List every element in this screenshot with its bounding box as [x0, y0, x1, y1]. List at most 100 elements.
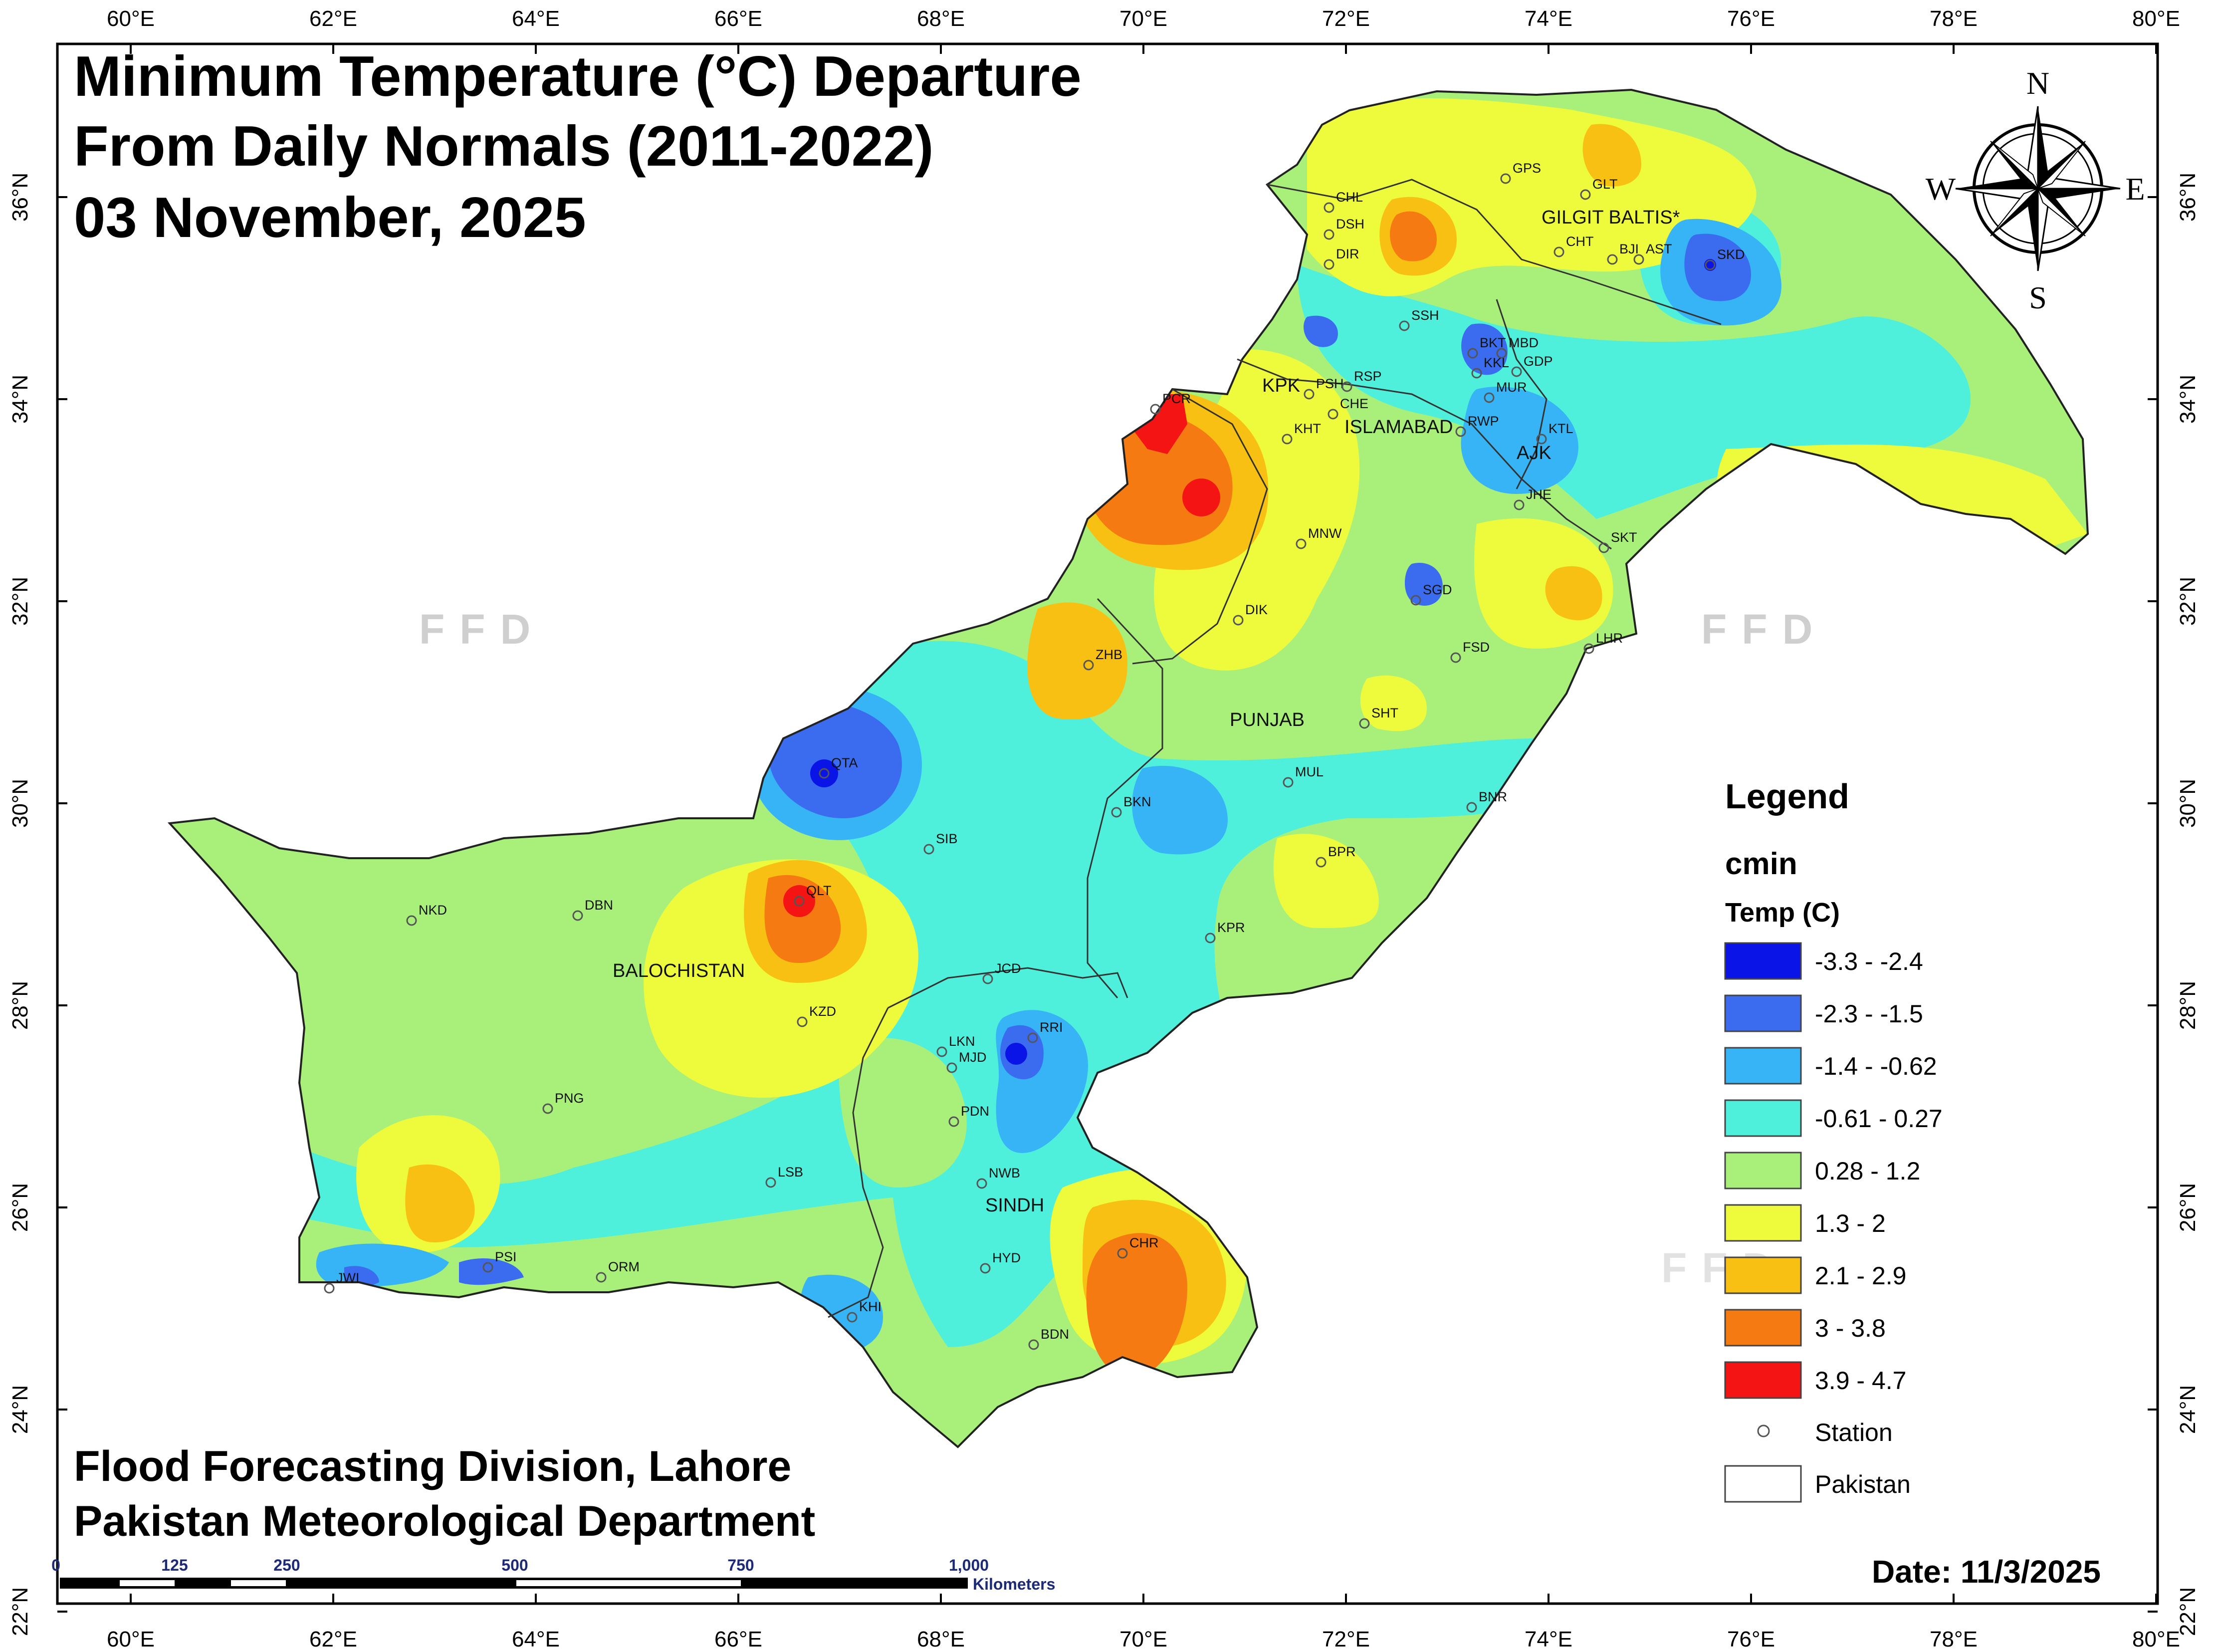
station-marker	[482, 1262, 493, 1273]
station-marker	[1410, 595, 1421, 606]
lon-label-top: 60°E	[107, 6, 155, 31]
lon-label-bottom: 62°E	[309, 1627, 357, 1652]
region-label-islamabad: ISLAMABAD	[1344, 417, 1453, 438]
graticule-ticks	[57, 44, 2158, 1613]
station-marker	[1150, 404, 1161, 415]
station-label: KZD	[809, 1004, 836, 1019]
station-label: SGD	[1423, 582, 1452, 597]
station-label: MBD	[1509, 335, 1539, 350]
lat-label-right: 28°N	[2176, 981, 2200, 1030]
station-marker	[847, 1312, 858, 1323]
station-marker	[1205, 933, 1216, 944]
pakistan-outline	[167, 88, 2089, 1448]
station-label: GLT	[1592, 177, 1618, 192]
station-marker	[1455, 426, 1466, 437]
legend-class-label: 1.3 - 2	[1815, 1209, 1886, 1237]
station-marker	[1580, 189, 1591, 200]
station-label: SHT	[1371, 706, 1398, 720]
legend-pakistan-label: Pakistan	[1815, 1470, 1911, 1498]
station-marker	[324, 1283, 335, 1294]
station-label: KPR	[1217, 920, 1245, 935]
station-marker	[1282, 434, 1293, 445]
station-label: KHT	[1294, 421, 1321, 436]
lon-label-bottom: 80°E	[2132, 1627, 2180, 1652]
watermark-left: FFD	[419, 606, 545, 653]
region-label-ajk: AJK	[1517, 443, 1551, 464]
lat-label-right: 36°N	[2176, 173, 2200, 222]
station-marker	[936, 1046, 947, 1057]
station-marker	[542, 1103, 553, 1114]
station-marker	[1341, 381, 1352, 392]
station-marker	[1450, 652, 1461, 663]
station-label: PSI	[495, 1249, 517, 1264]
station-label: QTA	[831, 755, 858, 770]
legend-swatch	[1724, 1099, 1802, 1137]
station-marker	[1304, 389, 1315, 400]
station-label: DIR	[1336, 246, 1359, 261]
lon-label-bottom: 70°E	[1119, 1627, 1167, 1652]
station-label: CHT	[1566, 234, 1594, 249]
station-marker	[1598, 542, 1609, 553]
lon-label-top: 74°E	[1525, 6, 1572, 31]
station-marker	[1399, 320, 1410, 331]
station-label: KTL	[1549, 421, 1573, 436]
lon-label-bottom: 72°E	[1322, 1627, 1370, 1652]
map-title-line2: From Daily Normals (2011-2022)	[74, 115, 933, 178]
legend-class-label: 3.9 - 4.7	[1815, 1367, 1906, 1395]
lon-label-top: 64°E	[512, 6, 560, 31]
lat-label-right: 34°N	[2176, 375, 2200, 424]
station-label: KHI	[859, 1299, 882, 1314]
region-label-kpk: KPK	[1262, 375, 1300, 396]
station-marker	[1283, 777, 1294, 788]
compass-west: W	[1926, 171, 1956, 207]
station-marker	[980, 1263, 991, 1274]
station-label: LSB	[778, 1165, 803, 1180]
station-marker	[596, 1272, 607, 1283]
footer-org-line2: Pakistan Meteorological Department	[74, 1497, 815, 1545]
station-marker	[1117, 1248, 1128, 1259]
legend: Legend cmin Temp (C) -3.3 - -2.4 -2.3 - -…	[1724, 777, 1943, 1503]
map-title-line1: Minimum Temperature (°C) Departure	[74, 45, 1082, 108]
station-label: RSP	[1354, 369, 1382, 384]
station-marker	[1536, 434, 1547, 445]
station-label: CHE	[1340, 396, 1368, 411]
station-label: MUR	[1496, 380, 1527, 395]
station-marker	[794, 896, 805, 907]
legend-swatch	[1724, 1152, 1802, 1189]
legend-swatch	[1724, 942, 1802, 980]
lon-label-top: 78°E	[1930, 6, 1978, 31]
station-marker	[976, 1178, 987, 1189]
station-label: AST	[1646, 241, 1672, 256]
lon-label-top: 72°E	[1322, 6, 1370, 31]
station-marker	[948, 1116, 959, 1127]
region-label-gilgit-baltistan: GILGIT BALTIS*	[1542, 207, 1680, 228]
scale-tick-0: 0	[51, 1556, 60, 1574]
lon-label-bottom: 76°E	[1727, 1627, 1775, 1652]
legend-title: Legend	[1725, 777, 1849, 816]
station-marker	[1553, 246, 1564, 257]
station-label: SIB	[936, 831, 958, 846]
station-label: HYD	[992, 1250, 1021, 1265]
map-title-line3: 03 November, 2025	[74, 186, 586, 249]
station-marker	[1324, 259, 1334, 270]
legend-station-label: Station	[1815, 1418, 1893, 1446]
station-label: NKD	[419, 903, 447, 918]
station-marker	[1111, 807, 1122, 818]
station-label: GPS	[1513, 161, 1541, 176]
region-label-balochistan: BALOCHISTAN	[613, 960, 745, 981]
station-marker	[1233, 615, 1244, 626]
station-label: BPR	[1328, 844, 1356, 859]
scale-tick-500: 500	[501, 1556, 528, 1574]
station-marker	[946, 1062, 957, 1073]
station-label: JWI	[336, 1270, 360, 1285]
station-marker	[1316, 857, 1327, 868]
legend-class-label: -0.61 - 0.27	[1815, 1105, 1943, 1133]
lat-label-left: 26°N	[8, 1183, 32, 1232]
scale-bar: 0 125 250 500 750 1,000 Kilometers	[51, 1556, 1055, 1593]
station-label: DBN	[585, 898, 613, 913]
station-label: JCD	[995, 961, 1021, 976]
station-marker	[1484, 392, 1495, 403]
lat-label-left: 32°N	[8, 577, 32, 626]
station-marker	[1083, 660, 1094, 671]
